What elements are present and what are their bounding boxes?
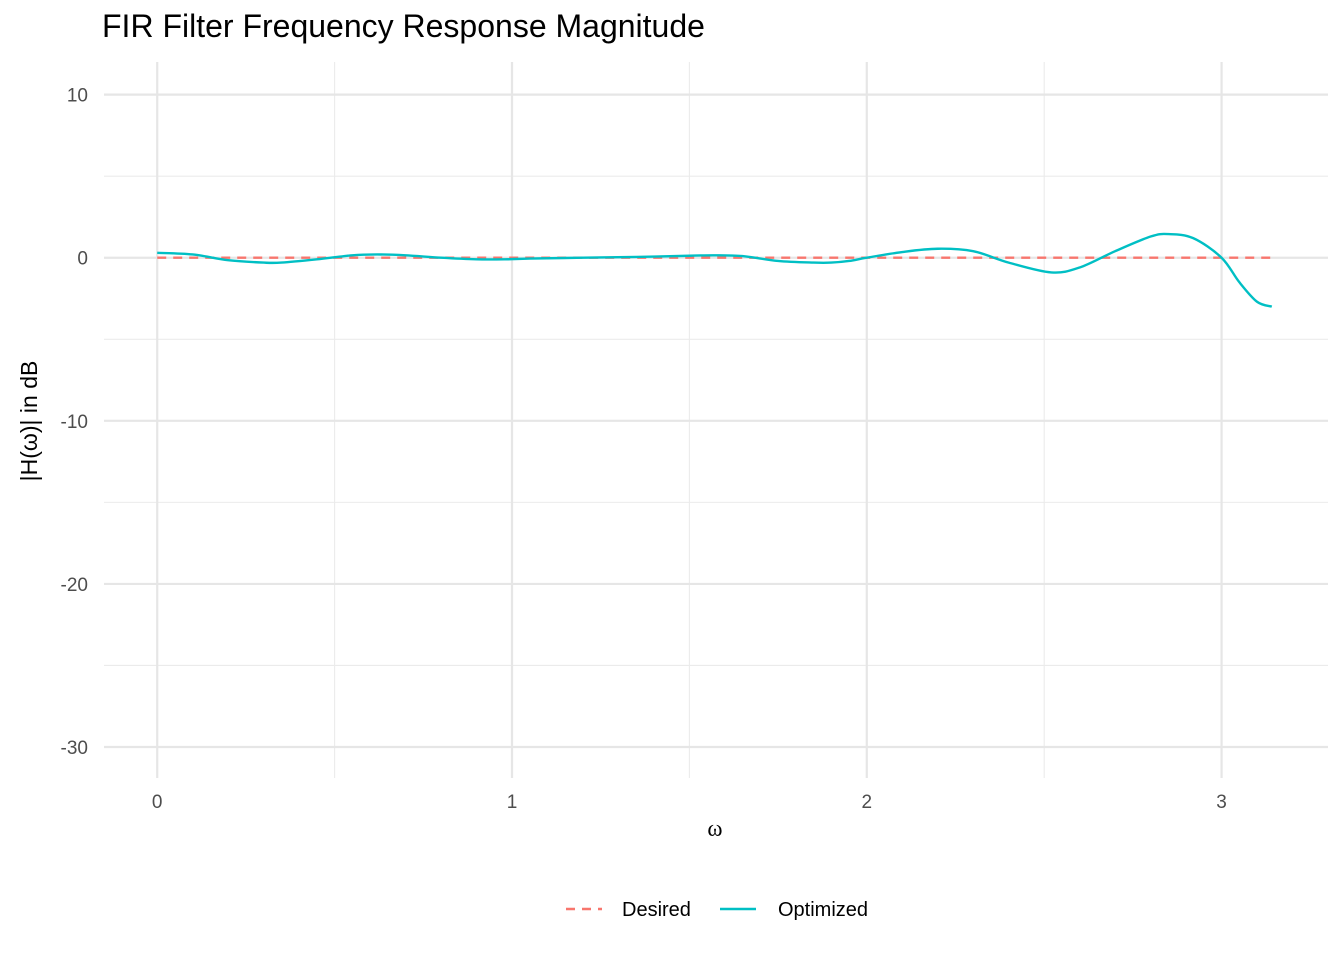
chart-title: FIR Filter Frequency Response Magnitude — [102, 8, 705, 44]
series-layer — [157, 232, 1273, 308]
y-tick-label: -30 — [61, 738, 88, 759]
x-tick-label: 2 — [861, 792, 872, 813]
x-tick-labels: 0 1 2 3 — [152, 792, 1227, 813]
legend-label-optimized: Optimized — [778, 899, 868, 921]
y-axis-title: |H(ω)| in dB — [16, 361, 42, 482]
x-tick-label: 0 — [152, 792, 163, 813]
x-axis-title: ω — [707, 816, 722, 841]
grid-layer — [104, 62, 1328, 778]
series-line-optimized — [157, 232, 1273, 308]
x-tick-label: 3 — [1216, 792, 1227, 813]
y-tick-label: 10 — [67, 86, 88, 107]
y-tick-label: -20 — [61, 575, 88, 596]
y-tick-label: 0 — [77, 249, 88, 270]
x-tick-label: 1 — [507, 792, 518, 813]
legend: Desired Optimized — [566, 899, 868, 921]
legend-label-desired: Desired — [622, 899, 691, 921]
y-tick-labels: 10 0 -10 -20 -30 — [61, 86, 88, 759]
y-tick-label: -10 — [61, 412, 88, 433]
